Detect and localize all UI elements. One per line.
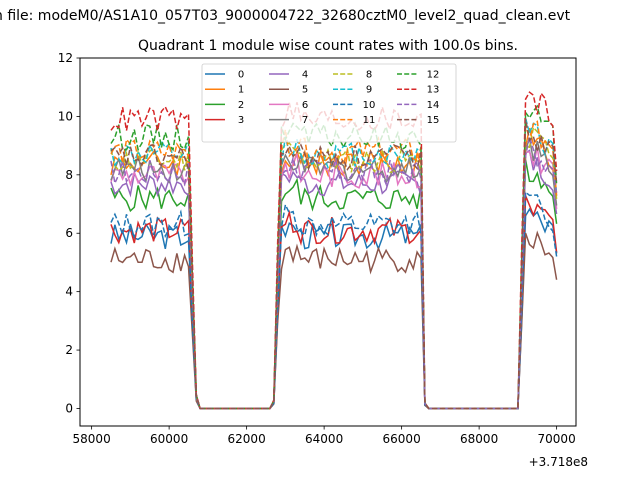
legend-label-0: 0 xyxy=(238,70,244,81)
legend-label-1: 1 xyxy=(238,85,244,96)
y-tick-label: 0 xyxy=(65,401,73,415)
y-tick-label: 12 xyxy=(58,51,73,65)
plot-frame xyxy=(79,57,577,427)
legend-label-9: 9 xyxy=(366,85,372,96)
legend-label-11: 11 xyxy=(363,115,376,126)
y-tick-label: 4 xyxy=(65,285,73,299)
legend-label-14: 14 xyxy=(427,100,440,111)
x-axis-offset-label: +3.718e8 xyxy=(529,455,588,469)
legend-label-3: 3 xyxy=(238,115,244,126)
figure-suptitle: n file: modeM0/AS1A10_057T03_9000004722_… xyxy=(0,8,571,24)
x-tick-label: 58000 xyxy=(73,432,111,446)
legend-box xyxy=(201,63,457,143)
legend-label-8: 8 xyxy=(366,70,372,81)
legend-label-12: 12 xyxy=(427,70,440,81)
y-tick-label: 10 xyxy=(58,109,73,123)
legend-label-6: 6 xyxy=(302,100,308,111)
legend-label-5: 5 xyxy=(302,85,308,96)
y-tick-label: 2 xyxy=(65,343,73,357)
legend-label-10: 10 xyxy=(363,100,376,111)
y-axis-ticks: 0 2 4 6 8 10 12 xyxy=(58,51,80,415)
legend-label-13: 13 xyxy=(427,85,440,96)
x-tick-label: 64000 xyxy=(305,432,343,446)
chart-title: Quadrant 1 module wise count rates with … xyxy=(138,38,518,54)
series-line-14 xyxy=(110,136,558,410)
x-tick-label: 62000 xyxy=(228,432,266,446)
legend-label-7: 7 xyxy=(302,115,308,126)
series-line-15 xyxy=(110,118,558,410)
legend-label-4: 4 xyxy=(302,70,308,81)
series-line-10 xyxy=(110,190,558,410)
legend-label-2: 2 xyxy=(238,100,244,111)
x-tick-label: 70000 xyxy=(538,432,576,446)
legend-label-15: 15 xyxy=(427,115,440,126)
x-tick-label: 60000 xyxy=(150,432,188,446)
series-layer xyxy=(110,91,558,410)
x-tick-label: 68000 xyxy=(460,432,498,446)
y-tick-label: 6 xyxy=(65,226,73,240)
x-axis-ticks: 58000 60000 62000 64000 66000 68000 70000 xyxy=(73,426,576,446)
y-tick-label: 8 xyxy=(65,168,73,182)
x-tick-label: 66000 xyxy=(383,432,421,446)
